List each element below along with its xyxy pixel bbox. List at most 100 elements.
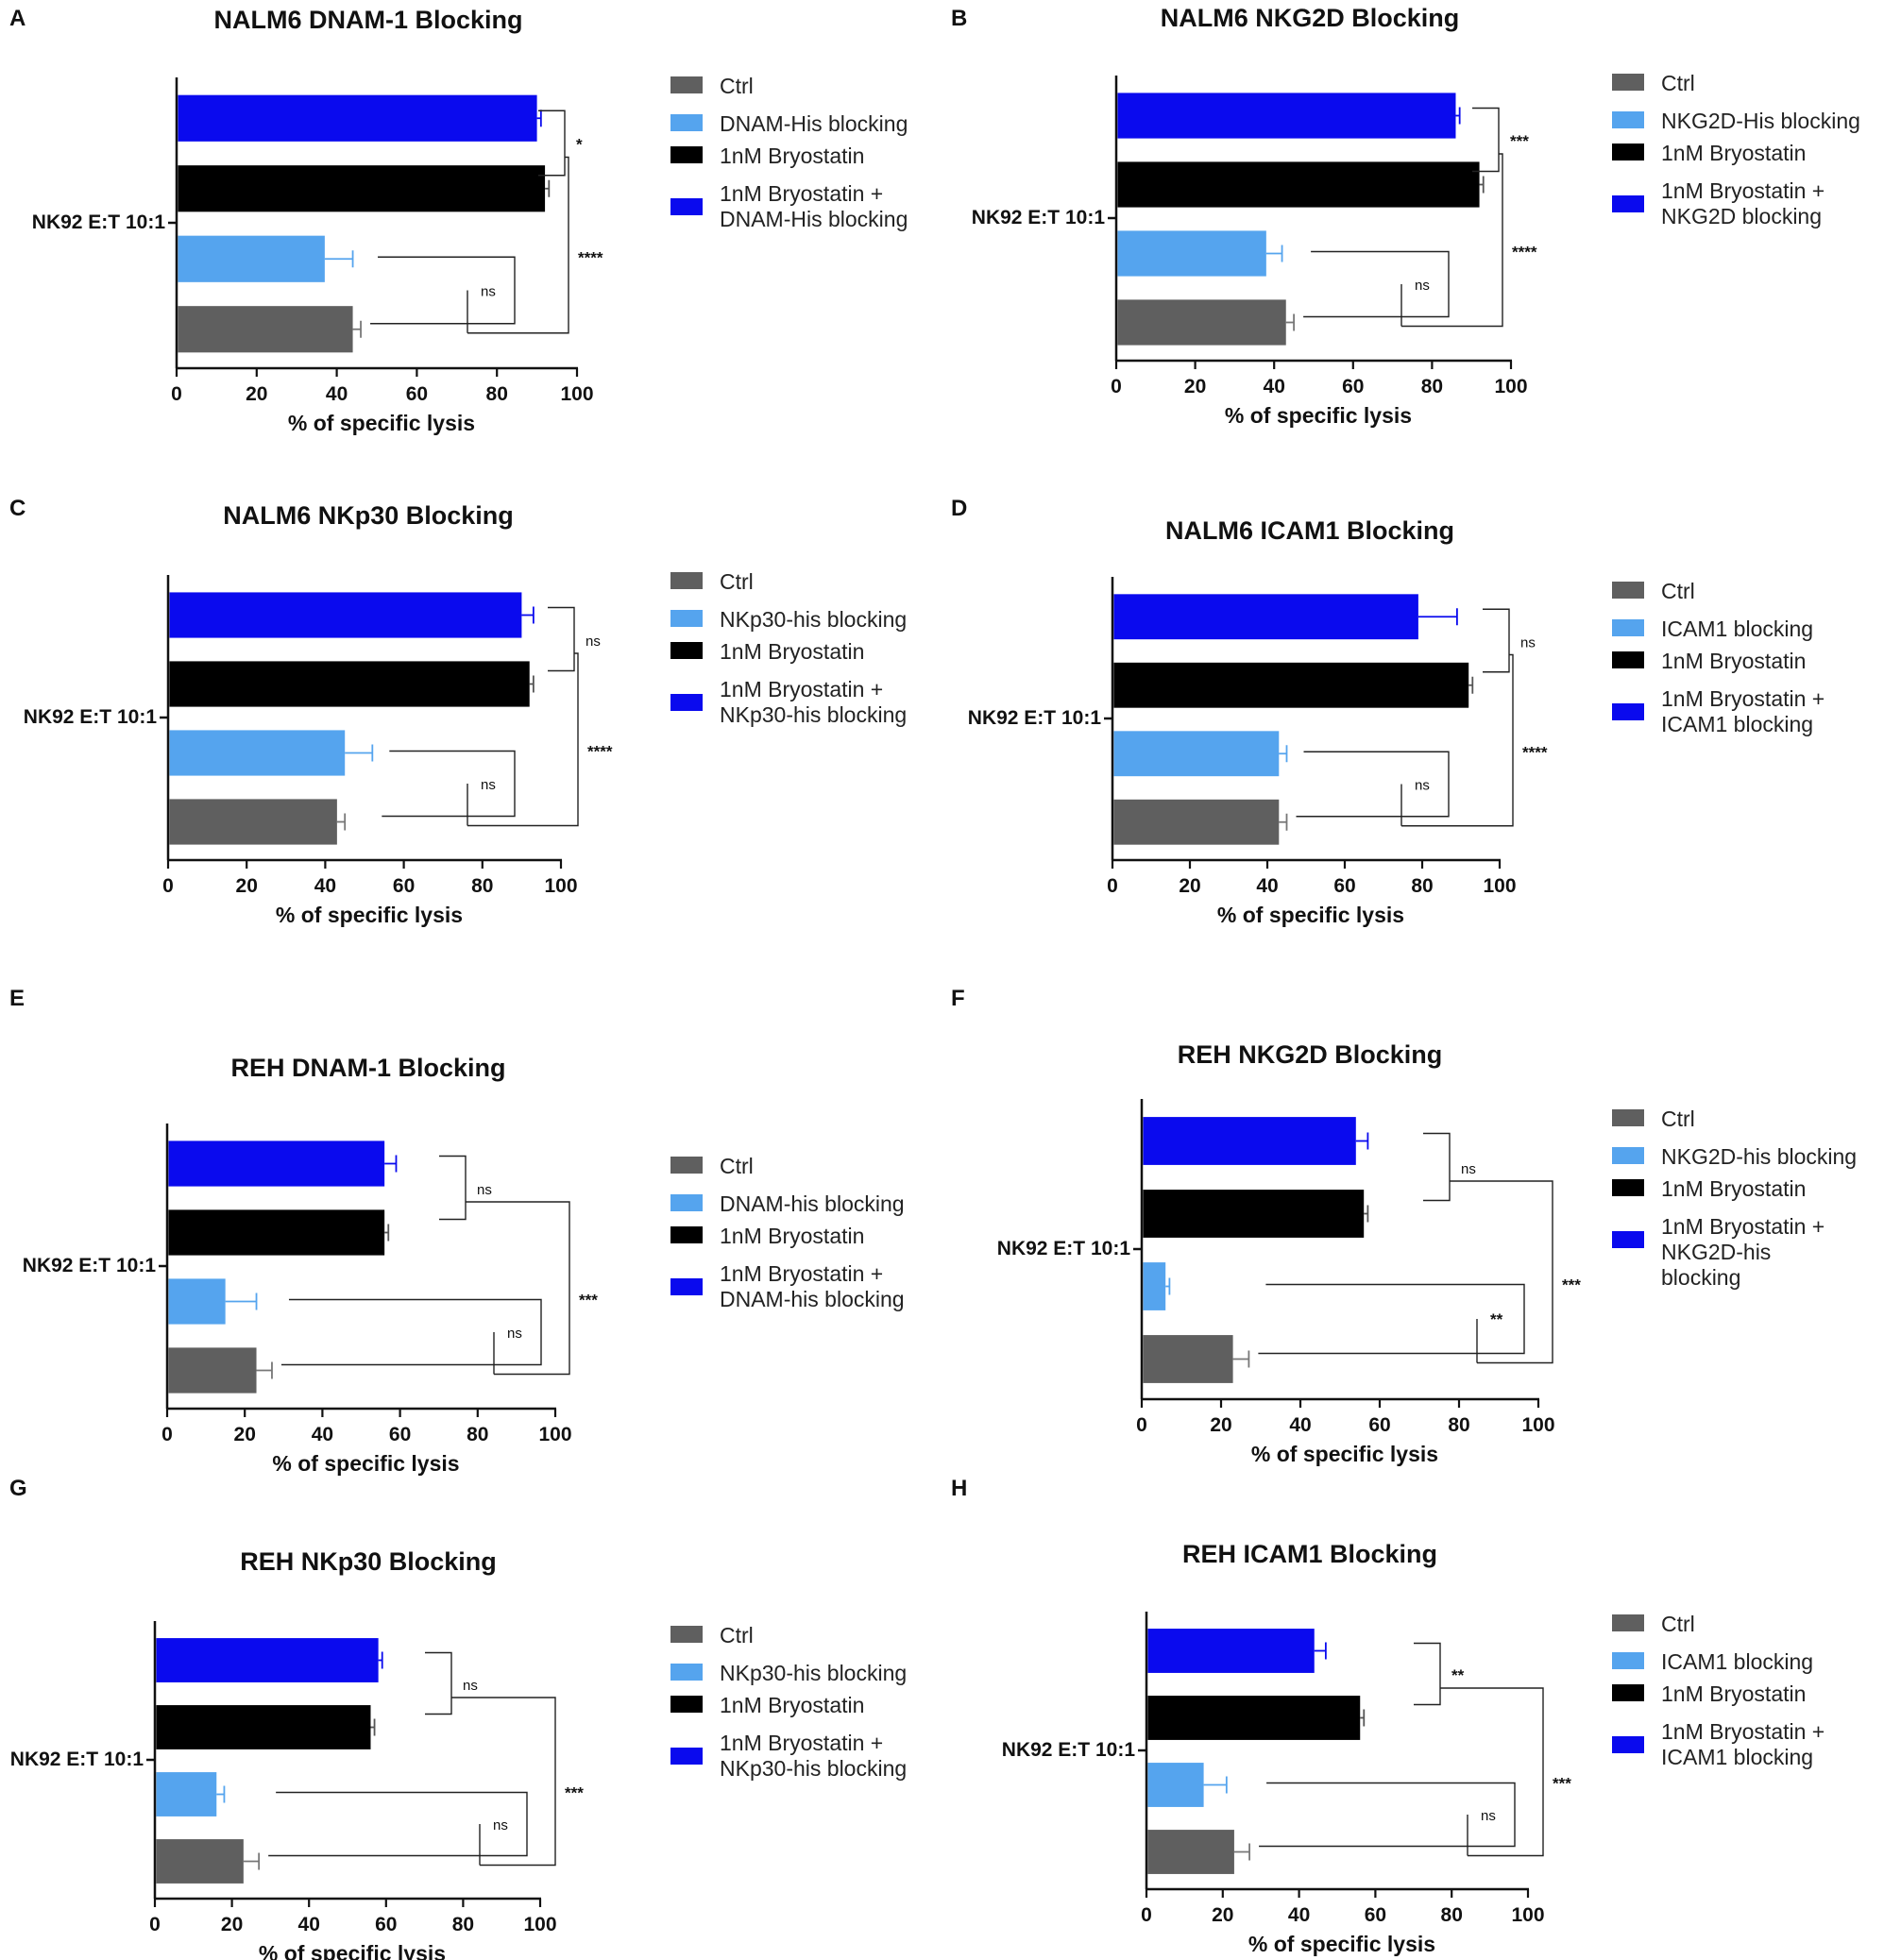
row-label: NK92 E:T 10:1 — [23, 706, 157, 728]
sig-bracket-2 — [280, 1298, 542, 1366]
legend-swatch — [670, 1278, 703, 1295]
sig-bracket-3 — [1401, 153, 1503, 328]
chart-svg: 0 20 40 60 80 100 % of specific lysis * ns **** — [168, 77, 603, 435]
sig-label-2: ns — [481, 284, 496, 300]
x-axis-label: % of specific lysis — [276, 903, 463, 927]
x-tick-label: 0 — [1111, 376, 1122, 397]
x-tick-label: 60 — [389, 1424, 411, 1445]
panel-b: B NALM6 NKG2D Blocking 0 20 40 60 80 100 % of … — [942, 0, 1883, 490]
legend-label: ICAM1 blocking — [1661, 1649, 1814, 1674]
sig-label-3: **** — [587, 743, 613, 761]
legend-swatch — [1612, 195, 1644, 212]
panel-c: C NALM6 NKp30 Blocking 0 20 40 60 80 100 % of … — [0, 490, 942, 980]
sig-bracket-1 — [1483, 608, 1510, 673]
legend-label: 1nM Bryostatin + NKp30-his blocking — [720, 1731, 908, 1781]
legend-item: NKp30-his blocking — [670, 607, 940, 633]
sig-bracket-1 — [425, 1651, 452, 1715]
bar-ctrl — [169, 799, 337, 845]
legend-label: NKG2D-his blocking — [1661, 1144, 1858, 1169]
bar-combo — [169, 592, 522, 638]
legend-label: 1nM Bryostatin — [1661, 141, 1807, 165]
legend-item: 1nM Bryostatin + NKp30-his blocking — [670, 1731, 940, 1782]
x-tick-label: 60 — [375, 1914, 397, 1935]
bar-combo — [168, 1141, 385, 1187]
chart-svg: 0 20 40 60 80 100 % of specific lysis ns ns **** — [160, 575, 613, 927]
legend-swatch — [670, 1626, 703, 1643]
legend-item: 1nM Bryostatin — [670, 1693, 940, 1718]
legend-label: 1nM Bryostatin — [720, 144, 865, 168]
bar-blocking — [1113, 731, 1280, 777]
x-tick-label: 80 — [452, 1914, 474, 1935]
bar-blocking — [168, 1278, 226, 1325]
sig-bracket-1 — [548, 606, 575, 672]
legend-label: 1nM Bryostatin + ICAM1 blocking — [1661, 1719, 1825, 1769]
bar-combo — [1143, 1117, 1356, 1165]
x-tick-label: 0 — [1136, 1414, 1147, 1436]
sig-label-2: ** — [1490, 1310, 1503, 1328]
bar-combo — [156, 1638, 379, 1682]
sig-label-2: ns — [493, 1817, 508, 1833]
x-axis-label: % of specific lysis — [272, 1451, 459, 1476]
sig-bracket-2 — [1296, 751, 1450, 818]
row-label: NK92 E:T 10:1 — [31, 211, 165, 233]
x-tick-label: 40 — [1256, 875, 1278, 897]
x-tick-label: 100 — [560, 383, 593, 405]
legend-swatch — [1612, 1614, 1644, 1631]
bar-bryostatin — [1117, 161, 1480, 208]
legend-swatch — [670, 1748, 703, 1765]
x-tick-label: 80 — [467, 1424, 488, 1445]
legend-item: 1nM Bryostatin + NKG2D blocking — [1612, 178, 1881, 229]
legend-item: DNAM-his blocking — [670, 1191, 940, 1217]
x-tick-label: 0 — [161, 1424, 173, 1445]
legend-item: ICAM1 blocking — [1612, 1649, 1881, 1675]
legend-label: NKp30-his blocking — [720, 607, 908, 632]
x-tick-label: 40 — [312, 1424, 333, 1445]
row-label: NK92 E:T 10:1 — [22, 1255, 156, 1276]
x-tick-label: 60 — [1342, 376, 1364, 397]
bar-bryostatin — [1147, 1696, 1361, 1740]
chart-title: NALM6 DNAM-1 Blocking — [213, 6, 523, 34]
sig-label-2: ns — [1415, 278, 1430, 294]
sig-label-3: *** — [1553, 1775, 1571, 1793]
bar-combo — [178, 94, 537, 142]
sig-label-1: * — [576, 136, 583, 154]
row-label: NK92 E:T 10:1 — [967, 707, 1101, 729]
sig-bracket-2 — [268, 1791, 528, 1857]
x-tick-label: 60 — [393, 875, 415, 897]
x-tick-label: 40 — [1264, 376, 1285, 397]
legend-label: 1nM Bryostatin + DNAM-his blocking — [720, 1261, 905, 1311]
panel-letter: G — [9, 1476, 27, 1501]
sig-label-2: ns — [507, 1326, 522, 1342]
sig-bracket-3 — [1450, 1180, 1553, 1364]
x-tick-label: 60 — [1333, 875, 1355, 897]
bar-ctrl — [1113, 799, 1280, 845]
bar-ctrl — [1147, 1830, 1234, 1874]
x-tick-label: 20 — [1212, 1904, 1233, 1926]
legend-label: Ctrl — [720, 569, 754, 594]
row-label: NK92 E:T 10:1 — [9, 1749, 144, 1770]
x-tick-label: 0 — [171, 383, 182, 405]
x-tick-label: 20 — [246, 383, 267, 405]
legend-swatch — [1612, 582, 1644, 599]
legend-swatch — [670, 1157, 703, 1174]
sig-label-1: ns — [1461, 1161, 1476, 1177]
bar-blocking — [1117, 230, 1266, 277]
bar-bryostatin — [168, 1209, 385, 1256]
bar-bryostatin — [178, 165, 546, 212]
sig-bracket-3 — [1440, 1687, 1544, 1857]
x-tick-label: 0 — [1107, 875, 1118, 897]
legend-swatch — [670, 1194, 703, 1211]
x-axis-label: % of specific lysis — [1251, 1442, 1438, 1466]
sig-bracket-2 — [1258, 1283, 1525, 1355]
legend-item: 1nM Bryostatin — [670, 639, 940, 665]
chart-title: REH NKp30 Blocking — [240, 1547, 497, 1576]
bar-ctrl — [156, 1839, 244, 1884]
x-tick-label: 20 — [221, 1914, 243, 1935]
x-tick-label: 60 — [1365, 1904, 1386, 1926]
x-tick-label: 0 — [162, 875, 174, 897]
legend-swatch — [670, 694, 703, 711]
bar-bryostatin — [169, 661, 530, 707]
bar-blocking — [1143, 1262, 1166, 1310]
sig-label-1: ns — [463, 1678, 478, 1694]
